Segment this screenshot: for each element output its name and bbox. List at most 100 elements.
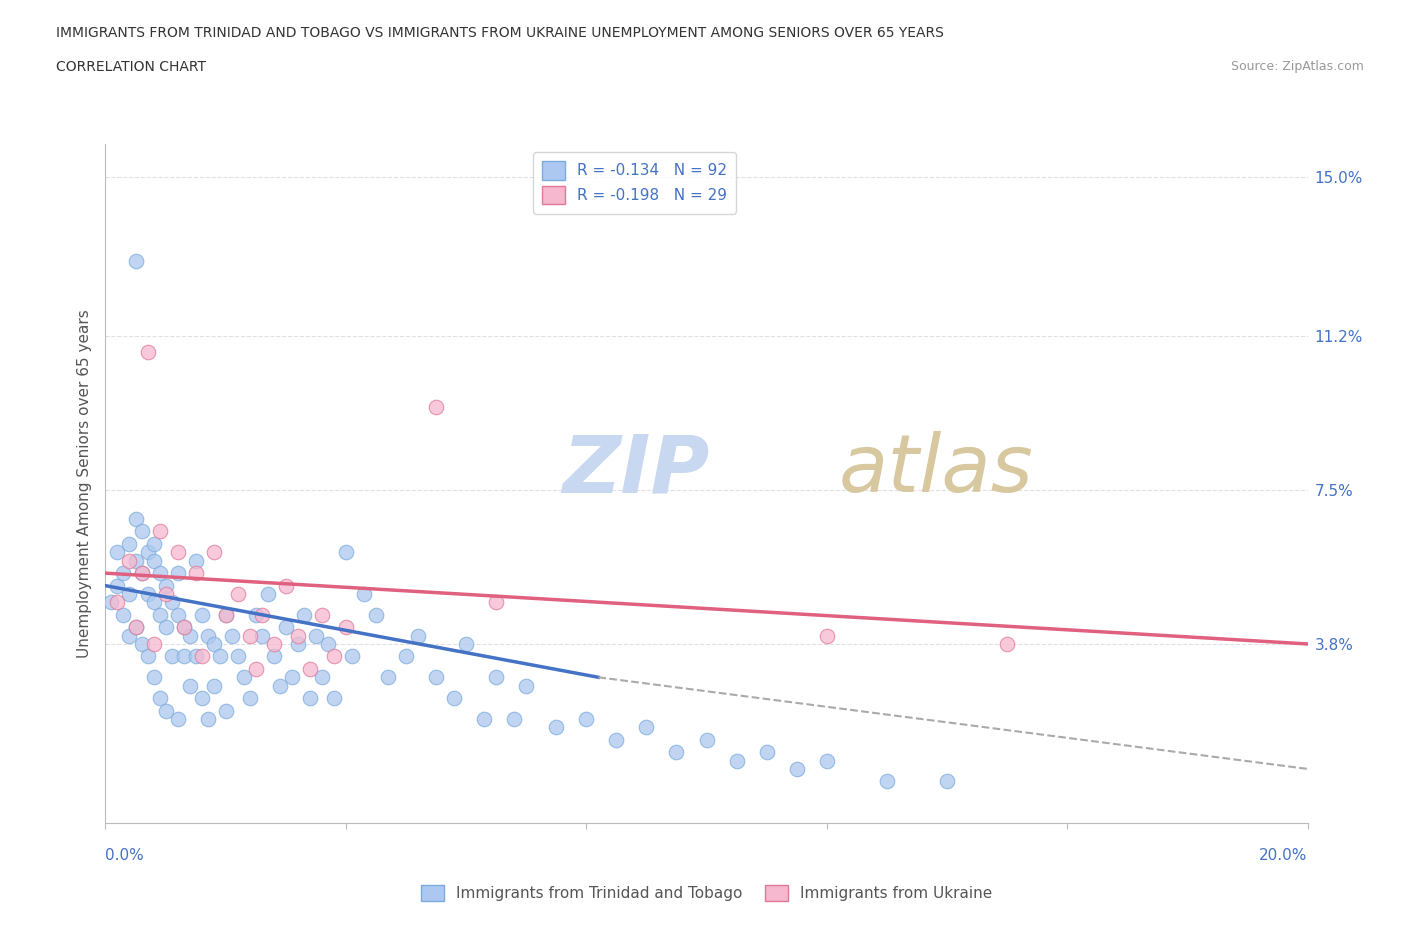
Point xyxy=(256,587,278,602)
Point xyxy=(160,649,183,664)
Point xyxy=(515,678,537,693)
Point xyxy=(786,762,808,777)
Point xyxy=(107,545,129,560)
Point xyxy=(298,691,321,706)
Point xyxy=(232,670,254,684)
Point xyxy=(202,636,225,651)
Point xyxy=(184,649,207,664)
Point xyxy=(197,628,219,643)
Point xyxy=(226,587,249,602)
Point xyxy=(142,553,165,568)
Point xyxy=(311,607,333,622)
Text: 20.0%: 20.0% xyxy=(1260,848,1308,863)
Point xyxy=(124,253,146,268)
Point xyxy=(454,636,477,651)
Point xyxy=(166,565,188,580)
Point xyxy=(575,711,598,726)
Point xyxy=(190,691,212,706)
Point xyxy=(148,691,170,706)
Point xyxy=(485,595,508,610)
Point xyxy=(305,628,328,643)
Point xyxy=(636,720,658,735)
Point xyxy=(112,565,135,580)
Point xyxy=(936,774,959,789)
Point xyxy=(124,553,146,568)
Point xyxy=(298,661,321,676)
Text: atlas: atlas xyxy=(839,431,1033,509)
Point xyxy=(166,711,188,726)
Point xyxy=(214,607,236,622)
Point xyxy=(221,628,243,643)
Point xyxy=(281,670,304,684)
Point xyxy=(202,678,225,693)
Point xyxy=(148,565,170,580)
Point xyxy=(665,745,688,760)
Point xyxy=(118,537,141,551)
Point xyxy=(287,636,309,651)
Point xyxy=(131,565,153,580)
Point xyxy=(136,587,159,602)
Point xyxy=(605,732,627,747)
Point xyxy=(214,607,236,622)
Point xyxy=(425,670,447,684)
Point xyxy=(173,620,195,635)
Point xyxy=(335,620,357,635)
Point xyxy=(166,545,188,560)
Point xyxy=(364,607,387,622)
Point xyxy=(190,607,212,622)
Point xyxy=(214,703,236,718)
Point xyxy=(263,636,285,651)
Point xyxy=(269,678,291,693)
Point xyxy=(131,565,153,580)
Point xyxy=(107,595,129,610)
Point xyxy=(485,670,508,684)
Point xyxy=(208,649,231,664)
Point xyxy=(190,649,212,664)
Point xyxy=(353,587,375,602)
Point xyxy=(311,670,333,684)
Text: ZIP: ZIP xyxy=(562,431,710,509)
Point xyxy=(112,607,135,622)
Point xyxy=(155,587,177,602)
Point xyxy=(118,628,141,643)
Point xyxy=(239,691,262,706)
Point xyxy=(136,545,159,560)
Point xyxy=(995,636,1018,651)
Point xyxy=(142,636,165,651)
Point xyxy=(250,607,273,622)
Point xyxy=(226,649,249,664)
Point xyxy=(155,620,177,635)
Point xyxy=(107,578,129,593)
Point xyxy=(335,545,357,560)
Point xyxy=(316,636,339,651)
Text: CORRELATION CHART: CORRELATION CHART xyxy=(56,60,207,74)
Point xyxy=(292,607,315,622)
Point xyxy=(118,587,141,602)
Point xyxy=(124,620,146,635)
Point xyxy=(160,595,183,610)
Point xyxy=(377,670,399,684)
Point xyxy=(876,774,898,789)
Point xyxy=(425,399,447,414)
Point xyxy=(124,512,146,526)
Point xyxy=(155,578,177,593)
Point xyxy=(340,649,363,664)
Point xyxy=(755,745,778,760)
Point xyxy=(155,703,177,718)
Point xyxy=(131,525,153,539)
Point xyxy=(184,553,207,568)
Point xyxy=(148,525,170,539)
Point xyxy=(245,661,267,676)
Point xyxy=(179,628,201,643)
Point xyxy=(179,678,201,693)
Point xyxy=(725,753,748,768)
Point xyxy=(239,628,262,643)
Legend: Immigrants from Trinidad and Tobago, Immigrants from Ukraine: Immigrants from Trinidad and Tobago, Imm… xyxy=(415,879,998,907)
Point xyxy=(136,649,159,664)
Text: Source: ZipAtlas.com: Source: ZipAtlas.com xyxy=(1230,60,1364,73)
Point xyxy=(100,595,122,610)
Point xyxy=(472,711,495,726)
Text: 0.0%: 0.0% xyxy=(105,848,145,863)
Point xyxy=(250,628,273,643)
Point xyxy=(142,537,165,551)
